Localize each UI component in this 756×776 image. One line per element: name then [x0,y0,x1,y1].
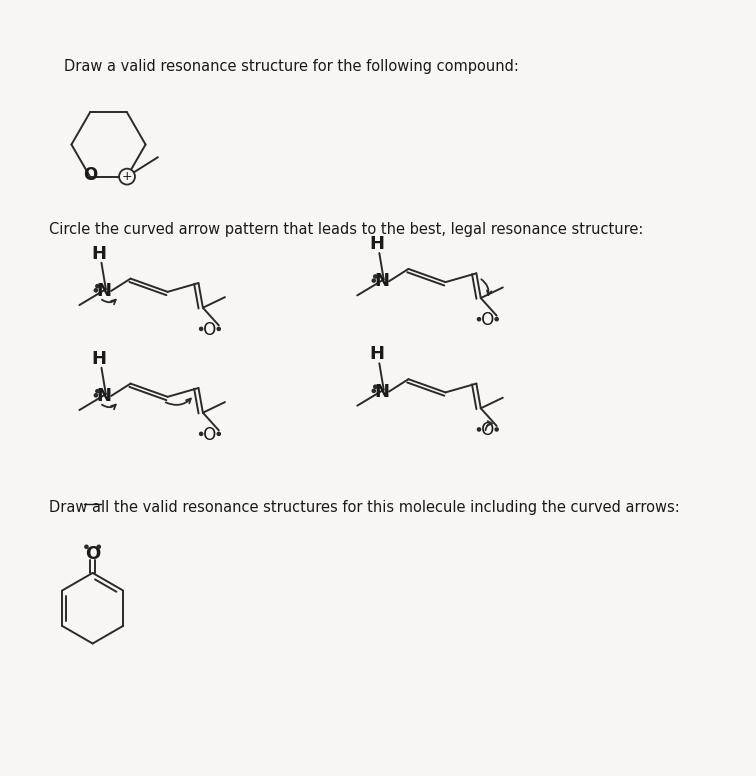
Circle shape [200,327,203,331]
Text: H: H [369,235,384,253]
Circle shape [372,390,375,393]
Text: N: N [374,383,389,400]
Circle shape [495,428,498,431]
Text: H: H [369,345,384,363]
Circle shape [373,385,376,388]
Text: Circle the curved arrow pattern that leads to the best, legal resonance structur: Circle the curved arrow pattern that lea… [48,222,643,237]
Text: O: O [85,545,101,563]
Text: N: N [97,387,112,405]
Text: ·O·: ·O· [476,311,500,329]
Text: ·O·: ·O· [198,426,222,444]
Circle shape [478,428,481,431]
Circle shape [373,275,376,278]
Text: Draw all the valid resonance structures for this molecule including the curved a: Draw all the valid resonance structures … [48,500,680,515]
Circle shape [478,317,481,320]
Text: O: O [83,166,97,184]
Circle shape [119,168,135,185]
FancyArrowPatch shape [485,421,492,430]
FancyArrowPatch shape [166,399,191,405]
Text: ·O·: ·O· [198,320,222,339]
Text: ·O·: ·O· [476,421,500,439]
FancyArrowPatch shape [482,279,491,295]
Circle shape [200,432,203,435]
Text: N: N [97,282,112,300]
Circle shape [217,327,220,331]
Circle shape [98,546,101,549]
Text: Draw a valid resonance structure for the following compound:: Draw a valid resonance structure for the… [64,59,519,74]
Circle shape [96,285,99,288]
Circle shape [96,390,99,393]
FancyArrowPatch shape [102,404,116,409]
Circle shape [85,546,88,549]
Text: N: N [374,272,389,290]
Text: +: + [122,170,132,183]
Circle shape [217,432,220,435]
Circle shape [495,317,498,320]
Text: H: H [91,245,107,263]
Text: H: H [91,350,107,368]
Circle shape [372,279,375,282]
Circle shape [94,289,98,292]
Circle shape [94,393,98,397]
FancyArrowPatch shape [102,300,116,304]
